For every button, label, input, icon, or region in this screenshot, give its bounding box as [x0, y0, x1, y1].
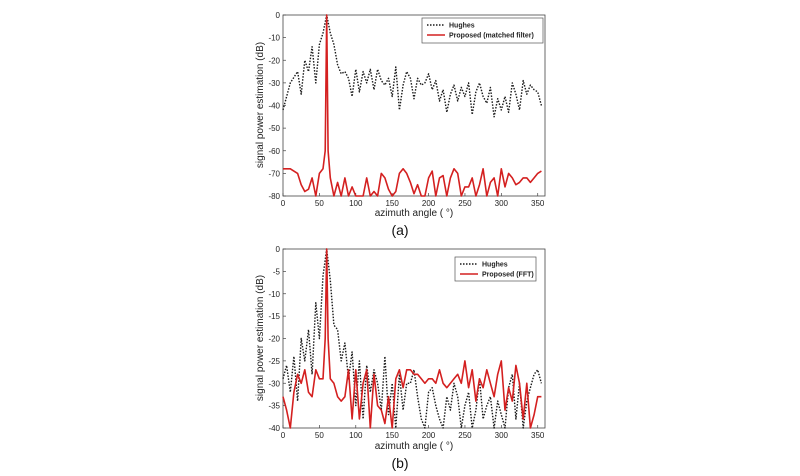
y-tick-label: -30 [268, 379, 280, 388]
x-tick-label: 150 [385, 431, 399, 440]
x-tick-label: 250 [458, 199, 472, 208]
caption-b: (b) [391, 455, 408, 471]
y-tick-label: -10 [268, 34, 280, 43]
panel-b: 0 50 100 150 200 250 300 350 0 -5 -10 -15 -20 -25 -30 -… [255, 245, 546, 471]
x-tick-label: 200 [422, 199, 436, 208]
axis-ticks-b: 0 50 100 150 200 250 300 350 0 -5 -10 -15 -20 -25 -30 -… [268, 245, 545, 440]
x-tick-label: 350 [531, 431, 545, 440]
y-tick-label: -5 [273, 267, 281, 276]
legend-label-hughes-b: Hughes [482, 262, 508, 269]
y-tick-label: -35 [268, 402, 280, 411]
y-tick-label: -80 [268, 192, 280, 201]
legend-a: Hughes Proposed (matched filter) [421, 17, 544, 44]
series-line-proposed [282, 248, 542, 429]
y-tick-label: -25 [268, 357, 280, 366]
legend-box-a [421, 17, 544, 44]
x-tick-label: 100 [349, 199, 363, 208]
y-tick-label: -20 [268, 335, 280, 344]
x-tick-label: 0 [281, 199, 286, 208]
panel-a: 0 50 100 150 200 250 300 350 0 -10 -20 -30 -40 -50 -60… [255, 11, 546, 238]
x-tick-label: 250 [458, 431, 472, 440]
legend-b: Hughes Proposed (FFT) [454, 256, 537, 282]
series-line-proposed [283, 14, 542, 197]
y-tick-label: -60 [268, 147, 280, 156]
x-tick-label: 350 [531, 199, 545, 208]
y-tick-label: -50 [268, 124, 280, 133]
legend-label-hughes-a: Hughes [449, 23, 475, 30]
legend-label-proposed-b: Proposed (FFT) [482, 272, 534, 279]
x-tick-label: 200 [422, 431, 436, 440]
x-tick-label: 50 [315, 199, 324, 208]
y-tick-label: -70 [268, 169, 280, 178]
y-tick-label: 0 [276, 245, 281, 254]
x-tick-label: 300 [495, 431, 509, 440]
x-tick-label: 100 [349, 431, 363, 440]
y-tick-label: -15 [268, 312, 280, 321]
caption-a: (a) [391, 222, 408, 238]
x-axis-label-b: azimuth angle ( °) [375, 441, 453, 452]
y-tick-label: -30 [268, 79, 280, 88]
axis-ticks-a: 0 50 100 150 200 250 300 350 0 -10 -20 -30 -40 -50 -60… [268, 11, 545, 208]
y-tick-label: -40 [268, 102, 280, 111]
x-tick-label: 150 [385, 199, 399, 208]
y-tick-label: -40 [268, 424, 280, 433]
legend-box-b [454, 256, 537, 282]
x-axis-label-a: azimuth angle ( °) [375, 208, 453, 219]
series-lines-a [282, 14, 543, 197]
y-tick-label: 0 [276, 11, 281, 20]
y-tick-label: -10 [268, 290, 280, 299]
x-tick-label: 50 [315, 431, 324, 440]
y-axis-label-a: signal power estimation (dB) [255, 42, 266, 168]
series-line-hughes [282, 14, 543, 118]
x-tick-label: 0 [281, 431, 286, 440]
y-tick-label: -20 [268, 56, 280, 65]
x-tick-label: 300 [495, 199, 509, 208]
series-lines-b [282, 248, 543, 429]
y-axis-label-b: signal power estimation (dB) [255, 275, 266, 401]
series-line-hughes [282, 248, 543, 429]
legend-label-proposed-a: Proposed (matched filter) [449, 33, 534, 40]
